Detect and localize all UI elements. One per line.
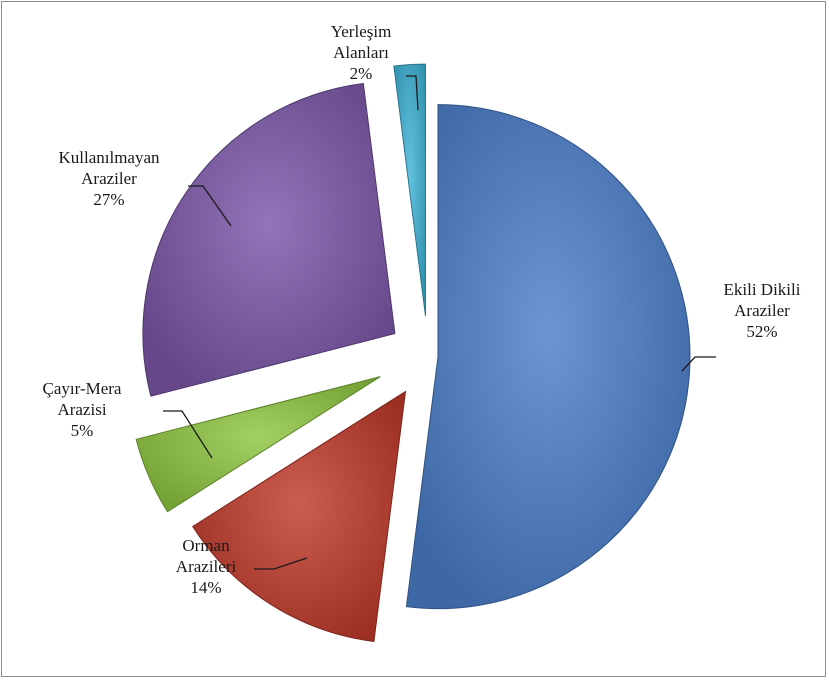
slice-label: Çayır-Mera Arazisi 5% <box>43 379 122 440</box>
slice-percent: 2% <box>350 64 373 83</box>
slice-label: Ekili Dikili Araziler 52% <box>724 280 801 341</box>
slice-percent: 27% <box>93 190 124 209</box>
slice-label-line: Alanları <box>333 43 389 62</box>
slice-label-line: Arazisi <box>57 400 106 419</box>
slice-label-line: Çayır-Mera <box>43 379 122 398</box>
slice-label-line: Kullanılmayan <box>58 148 160 167</box>
pie-slice <box>192 390 407 643</box>
slice-label-line: Arazileri <box>176 557 237 576</box>
slice-label-line: Araziler <box>734 301 790 320</box>
slice-label: Orman Arazileri 14% <box>176 536 237 597</box>
slice-labels: Ekili Dikili Araziler 52% Orman Arazileri 14%… <box>43 22 801 597</box>
pie-slices <box>135 63 691 643</box>
pie-slice <box>405 104 691 610</box>
leader-line <box>406 75 419 111</box>
leader-line <box>254 557 308 570</box>
leader-line <box>681 356 716 372</box>
slice-label-line: Yerleşim <box>331 22 392 41</box>
pie-slice <box>135 376 381 513</box>
pie-slice <box>393 63 426 317</box>
slice-percent: 52% <box>746 322 777 341</box>
slice-percent: 5% <box>71 421 94 440</box>
slice-label-line: Ekili Dikili <box>724 280 801 299</box>
leader-line <box>163 410 213 459</box>
slice-label-line: Orman <box>182 536 230 555</box>
slice-percent: 14% <box>190 578 221 597</box>
slice-label-line: Araziler <box>81 169 137 188</box>
leader-lines <box>163 75 716 570</box>
slice-label: Yerleşim Alanları 2% <box>331 22 392 83</box>
pie-slice <box>142 82 396 397</box>
slice-label: Kullanılmayan Araziler 27% <box>58 148 160 209</box>
leader-line <box>188 185 232 227</box>
